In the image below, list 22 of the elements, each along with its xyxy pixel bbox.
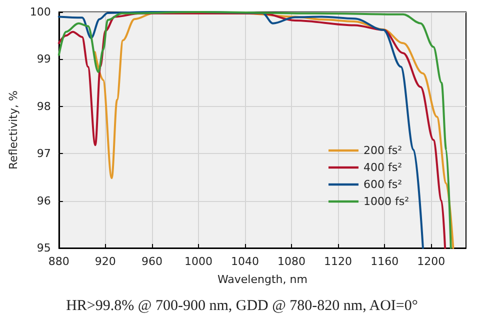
- legend-label: 1000 fs²: [363, 195, 410, 208]
- x-axis-title: Wavelength, nm: [217, 273, 308, 286]
- x-tick-label: 960: [141, 255, 162, 268]
- legend-label: 200 fs²: [363, 144, 402, 157]
- x-tick-label: 920: [94, 255, 116, 268]
- legend-label: 400 fs²: [363, 161, 402, 174]
- y-tick-label: 98: [36, 100, 51, 113]
- y-axis-title: Reflectivity, %: [7, 90, 20, 170]
- legend-label: 600 fs²: [363, 178, 402, 191]
- x-tick-label: 1120: [324, 255, 352, 268]
- x-tick-label: 1160: [370, 255, 399, 268]
- text: HR>99.8% @ 700-900 nm, GDD @ 780-820 nm, AOI=0°: [65, 298, 419, 315]
- x-tick-label: 1000: [184, 255, 212, 268]
- y-tick-label: 99: [36, 52, 51, 66]
- x-tick-label: 1040: [231, 255, 259, 268]
- y-tick-label: 96: [36, 194, 51, 208]
- y-tick-label: 95: [36, 242, 51, 254]
- x-tick-label: 1200: [417, 255, 446, 268]
- y-tick-label: 97: [36, 147, 51, 160]
- y-tick-label: 100: [30, 6, 51, 18]
- x-tick-label: 880: [48, 255, 70, 268]
- x-tick-label: 1080: [278, 255, 306, 268]
